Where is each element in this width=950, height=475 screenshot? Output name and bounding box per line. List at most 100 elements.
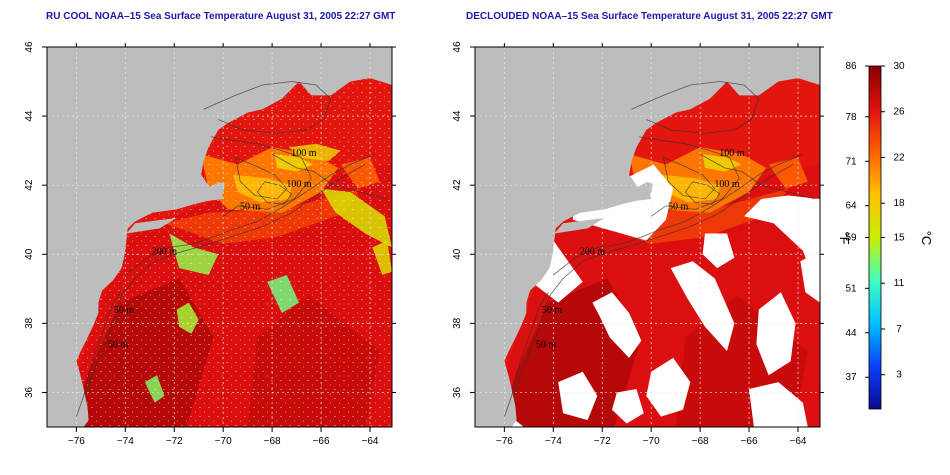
contour-label: 100 m: [714, 179, 740, 190]
lat-tick-label: 44: [452, 110, 463, 122]
left-map-panel: 100 m 100 m 50 m 200 m 50 m 50 m −76 −74 −72 −70 −…: [24, 41, 396, 447]
contour-label: 50 m: [536, 340, 557, 351]
map-area: 100 m 100 m 50 m 200 m 50 m 50 m: [475, 47, 820, 427]
sst-zone: [661, 174, 720, 203]
lon-tick-label: −72: [594, 436, 611, 447]
long-island: [554, 218, 605, 234]
contour-label: 50 m: [114, 305, 135, 316]
celsius-tick-label: 3: [896, 370, 902, 381]
lat-tick-label: 40: [452, 248, 463, 260]
colorbar-gradient: [868, 65, 882, 410]
lon-tick-label: −68: [692, 436, 709, 447]
sst-zone: [702, 154, 742, 172]
lat-tick-label: 46: [452, 41, 463, 53]
bathymetry-contour: [513, 164, 794, 397]
contour-label: 50 m: [542, 305, 563, 316]
fahrenheit-unit-label: °F: [837, 231, 852, 244]
celsius-tick-label: 30: [893, 61, 905, 72]
cloud-mask: [749, 382, 808, 427]
contour-label: 50 m: [668, 201, 689, 212]
bathymetry-contour: [684, 181, 721, 205]
lon-tick-label: −70: [643, 436, 660, 447]
celsius-tick-label: 11: [894, 278, 905, 289]
bathymetry-contour: [210, 136, 312, 217]
contour-label: 200 m: [152, 246, 178, 257]
celsius-tick-label: 15: [893, 233, 905, 244]
cloud-mask: [646, 357, 691, 417]
celsius-tick-label: 18: [893, 198, 905, 209]
lon-tick-label: −64: [789, 436, 806, 447]
land-mass: [47, 47, 392, 427]
lon-tick-label: −66: [313, 436, 330, 447]
temperature-colorbar: 30 26 22 18 15 11 7 3 86 78 71 64 59 51 44 37 °F °C: [837, 61, 934, 410]
cloud-mask: [702, 233, 735, 269]
map-frame: [474, 46, 821, 428]
fahrenheit-tick-label: 44: [845, 328, 857, 339]
right-map-panel: 100 m 100 m 50 m 200 m 50 m 50 m −76 −74 −72 −70 −…: [452, 41, 824, 447]
cloud-mask: [744, 195, 820, 296]
cloud-mask: [800, 250, 820, 303]
fahrenheit-tick-label: 59: [845, 233, 857, 244]
celsius-tick-label: 26: [893, 107, 905, 118]
contour-label: 100 m: [719, 148, 745, 159]
celsius-tick-label: 22: [893, 152, 905, 163]
bathymetry-contour: [631, 81, 760, 134]
left-map-title: RU COOL NOAA–15 Sea Surface Temperature …: [46, 11, 396, 22]
fahrenheit-tick-label: 86: [845, 61, 857, 72]
cloud-mask: [756, 292, 796, 376]
contour-label: 100 m: [291, 148, 317, 159]
fahrenheit-tick-label: 71: [845, 156, 857, 167]
lon-tick-label: −72: [166, 436, 183, 447]
lat-tick-label: 44: [24, 110, 35, 122]
bathymetry-contour: [504, 292, 549, 417]
lat-tick-label: 40: [24, 248, 35, 260]
cloud-mask: [592, 292, 642, 358]
lat-tick-label: 38: [452, 317, 463, 329]
lon-tick-label: −64: [361, 436, 378, 447]
celsius-unit-label: °C: [919, 231, 934, 246]
lat-tick-label: 42: [452, 179, 463, 191]
cloud-mask: [558, 371, 598, 421]
bathymetry-contour: [699, 153, 816, 200]
lon-tick-label: −68: [264, 436, 281, 447]
lon-tick-label: −76: [496, 436, 513, 447]
lon-tick-label: −74: [545, 436, 562, 447]
cloud-mask: [612, 389, 644, 424]
bathymetry-contour: [125, 153, 376, 276]
contour-label: 50 m: [108, 340, 129, 351]
bathymetry-contour: [271, 153, 388, 200]
long-island: [126, 218, 177, 234]
bathymetry-contour: [85, 164, 366, 397]
lon-tick-label: −76: [68, 436, 85, 447]
lat-tick-label: 36: [24, 386, 35, 398]
bathymetry-contour: [76, 292, 121, 417]
bathymetry-contour: [203, 81, 332, 134]
right-map-title: DECLOUDED NOAA–15 Sea Surface Temperatur…: [466, 11, 833, 22]
bathymetry-contour: [256, 181, 293, 205]
bathymetry-contour: [638, 136, 740, 217]
contour-label: 100 m: [286, 179, 312, 190]
bathymetry-contour: [553, 153, 804, 276]
fahrenheit-tick-label: 64: [845, 201, 857, 212]
fahrenheit-tick-label: 37: [845, 372, 857, 383]
land-mass: [475, 47, 820, 427]
map-frame: [46, 46, 393, 428]
lat-tick-label: 38: [24, 317, 35, 329]
map-area: 100 m 100 m 50 m 200 m 50 m 50 m: [47, 47, 392, 427]
fahrenheit-tick-label: 51: [845, 283, 857, 294]
lon-tick-label: −70: [215, 436, 232, 447]
cloud-mask: [670, 261, 735, 351]
lat-tick-label: 36: [452, 386, 463, 398]
lat-tick-label: 42: [24, 179, 35, 191]
lon-tick-label: −66: [741, 436, 758, 447]
bathymetry-contour: [663, 157, 716, 200]
fahrenheit-tick-label: 78: [845, 112, 857, 123]
sst-zone: [768, 157, 808, 189]
lon-tick-label: −74: [117, 436, 134, 447]
celsius-tick-label: 7: [896, 324, 902, 335]
contour-label: 50 m: [240, 201, 261, 212]
bathymetry-contour: [235, 157, 288, 200]
contour-label: 200 m: [580, 246, 606, 257]
lat-tick-label: 46: [24, 41, 35, 53]
